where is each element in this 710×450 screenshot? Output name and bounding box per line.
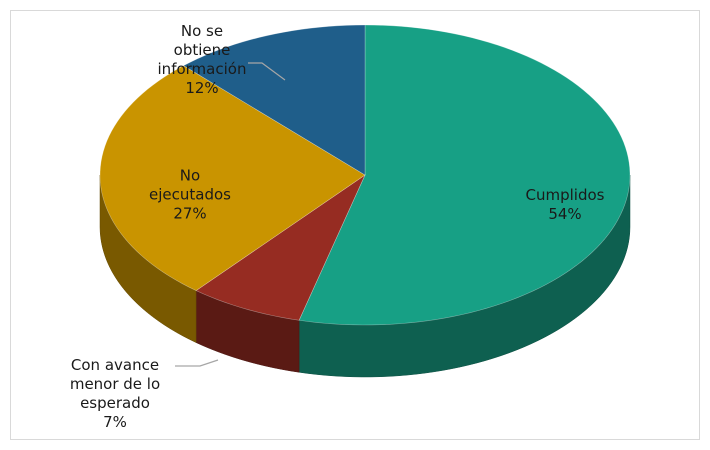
data-label: Con avance menor de lo esperado 7% [60, 356, 170, 432]
pie [99, 24, 631, 378]
slice [182, 24, 366, 176]
value-label: 54% [548, 205, 582, 223]
slice [195, 174, 366, 321]
value-label: 27% [173, 204, 207, 223]
data-label: Cumplidos 54% [510, 186, 620, 224]
category-label: Con avance menor de lo esperado [69, 356, 161, 412]
chart-border [10, 10, 700, 440]
category-label: No se obtiene información [157, 22, 247, 78]
slice-side [99, 174, 197, 343]
category-label: No ejecutados [149, 166, 231, 204]
data-label: No se obtiene información 12% [154, 22, 250, 98]
data-label: No ejecutados 27% [143, 167, 238, 224]
leader-line [248, 62, 286, 81]
value-label: 12% [185, 79, 219, 97]
slice [99, 65, 366, 291]
leader-line [175, 359, 219, 367]
category-label: Cumplidos [525, 186, 605, 204]
value-label: 7% [103, 413, 127, 431]
slice [298, 24, 631, 326]
